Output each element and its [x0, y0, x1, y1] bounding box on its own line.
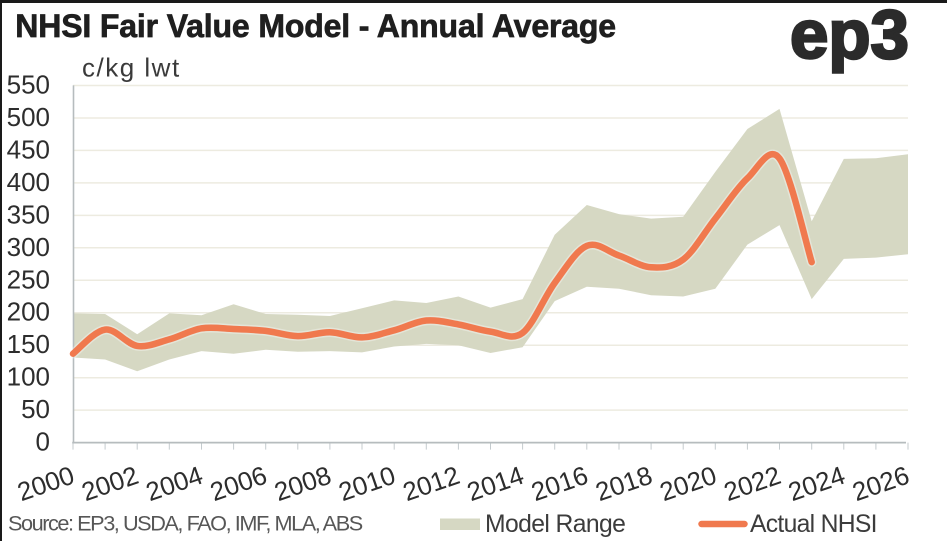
svg-text:2014: 2014	[463, 460, 527, 507]
svg-text:450: 450	[7, 134, 50, 164]
svg-text:2012: 2012	[399, 460, 463, 507]
svg-text:300: 300	[7, 232, 50, 262]
svg-text:150: 150	[7, 329, 50, 359]
svg-text:50: 50	[21, 394, 50, 424]
svg-text:0: 0	[36, 427, 50, 457]
svg-text:Model Range: Model Range	[485, 511, 625, 538]
svg-text:2018: 2018	[592, 460, 656, 507]
svg-text:2002: 2002	[78, 460, 142, 507]
svg-text:2010: 2010	[335, 460, 399, 507]
svg-text:100: 100	[7, 362, 50, 392]
svg-text:2024: 2024	[784, 460, 848, 507]
svg-text:200: 200	[7, 297, 50, 327]
svg-text:550: 550	[7, 70, 50, 100]
svg-text:2020: 2020	[656, 460, 720, 507]
svg-text:2006: 2006	[206, 460, 270, 507]
svg-text:400: 400	[7, 167, 50, 197]
svg-text:2022: 2022	[720, 460, 784, 507]
svg-text:250: 250	[7, 264, 50, 294]
svg-text:2016: 2016	[527, 460, 591, 507]
svg-text:Actual NHSI: Actual NHSI	[750, 511, 877, 538]
svg-text:2004: 2004	[142, 460, 206, 507]
svg-text:2008: 2008	[270, 460, 334, 507]
svg-text:350: 350	[7, 199, 50, 229]
svg-text:500: 500	[7, 102, 50, 132]
svg-text:c/kg lwt: c/kg lwt	[82, 53, 181, 83]
svg-text:2026: 2026	[848, 460, 912, 507]
svg-text:Source: EP3, USDA, FAO, IMF, M: Source: EP3, USDA, FAO, IMF, MLA, ABS	[8, 511, 363, 536]
svg-text:2000: 2000	[13, 460, 77, 507]
